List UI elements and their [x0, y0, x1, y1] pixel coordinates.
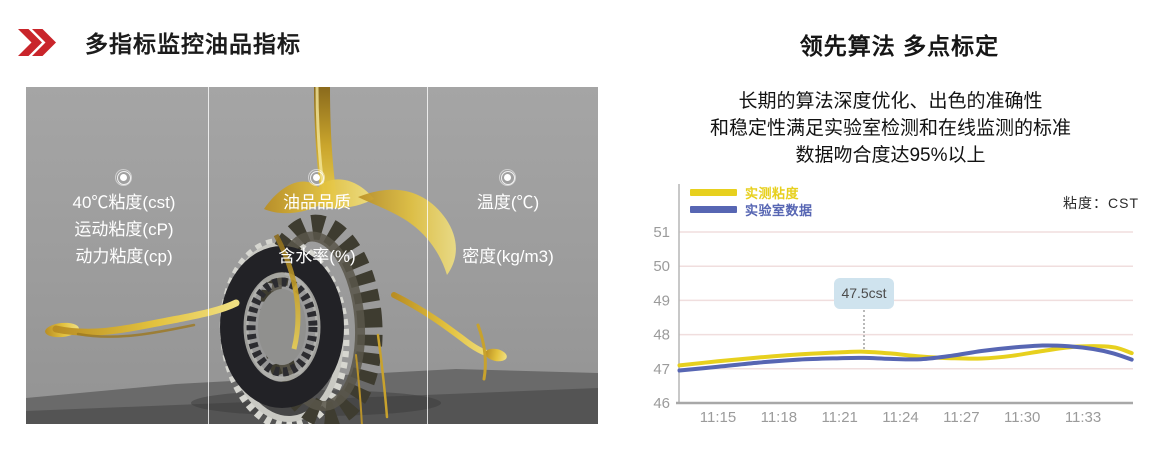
- oil-splashes: [45, 292, 507, 424]
- y-tick-label: 47: [653, 361, 670, 378]
- double-chevron-icon: [18, 28, 56, 56]
- legend-swatch: [690, 189, 737, 196]
- oil-gear-photo: 40℃粘度(cst) 运动粘度(cP) 动力粘度(cp) 油品品质含水率(%) 温度(℃…: [26, 87, 598, 424]
- target-icon: [308, 169, 325, 186]
- photo-label: 动力粘度(cp): [75, 247, 173, 266]
- description: 长期的算法深度优化、出色的准确性 和稳定性满足实验室检测和在线监测的标准 数据吻…: [622, 88, 1159, 169]
- callout-connector: [863, 309, 866, 349]
- photo-label: 40℃粘度(cst): [72, 193, 176, 212]
- value-callout: 47.5cst: [834, 277, 895, 309]
- right-section-title: 领先算法 多点标定: [799, 33, 1000, 59]
- legend-label: 实测粘度: [745, 186, 800, 201]
- photo-divider: [427, 87, 428, 424]
- legend-row: 实测粘度: [690, 184, 813, 201]
- unit-label: 粘度：CST: [1063, 195, 1139, 211]
- series-line: [677, 343, 1134, 373]
- photo-label: 温度(℃): [476, 193, 540, 212]
- description-line: 数据吻合度达95%以上: [795, 145, 986, 166]
- y-tick-label: 46: [653, 395, 670, 412]
- y-tick-label: 50: [653, 258, 670, 275]
- x-tick-label: 11:18: [761, 409, 797, 426]
- left-section-title: 多指标监控油品指标: [85, 31, 301, 57]
- x-tick-label: 11:30: [1004, 409, 1040, 426]
- x-tick-label: 11:15: [700, 409, 736, 426]
- photo-label: 密度(kg/m3): [462, 247, 554, 266]
- x-tick-label: 11:27: [943, 409, 979, 426]
- x-tick-label: 11:24: [882, 409, 918, 426]
- y-tick-label: 49: [653, 292, 670, 309]
- photo-label: 油品品质: [283, 193, 351, 212]
- photo-label: 含水率(%): [278, 247, 356, 266]
- viscosity-chart: 51 50 49 48 47 46 11:15 11:18 11:21 11:24 11:27 11:…: [640, 182, 1159, 450]
- target-icon: [115, 169, 132, 186]
- left-section-header: 多指标监控油品指标: [17, 25, 301, 59]
- x-tick-label: 11:21: [821, 409, 857, 426]
- y-tick-label: 51: [653, 224, 670, 241]
- legend-label: 实验室数据: [745, 203, 813, 218]
- description-line: 和稳定性满足实验室检测和在线监测的标准: [709, 118, 1071, 139]
- target-icon: [499, 169, 516, 186]
- legend-swatch: [690, 206, 737, 213]
- chart-plot: 51 50 49 48 47 46 11:15 11:18 11:21 11:24 11:27 11:…: [653, 184, 1134, 426]
- photo-divider: [208, 87, 209, 424]
- legend-row: 实验室数据: [690, 201, 813, 218]
- description-line: 长期的算法深度优化、出色的准确性: [738, 91, 1043, 112]
- y-tick-label: 48: [653, 327, 670, 344]
- chart-legend: 实测粘度 实验室数据: [690, 184, 813, 218]
- x-tick-label: 11:33: [1065, 409, 1101, 426]
- oil-gear-artwork: [26, 87, 598, 424]
- photo-label: 运动粘度(cP): [74, 220, 174, 239]
